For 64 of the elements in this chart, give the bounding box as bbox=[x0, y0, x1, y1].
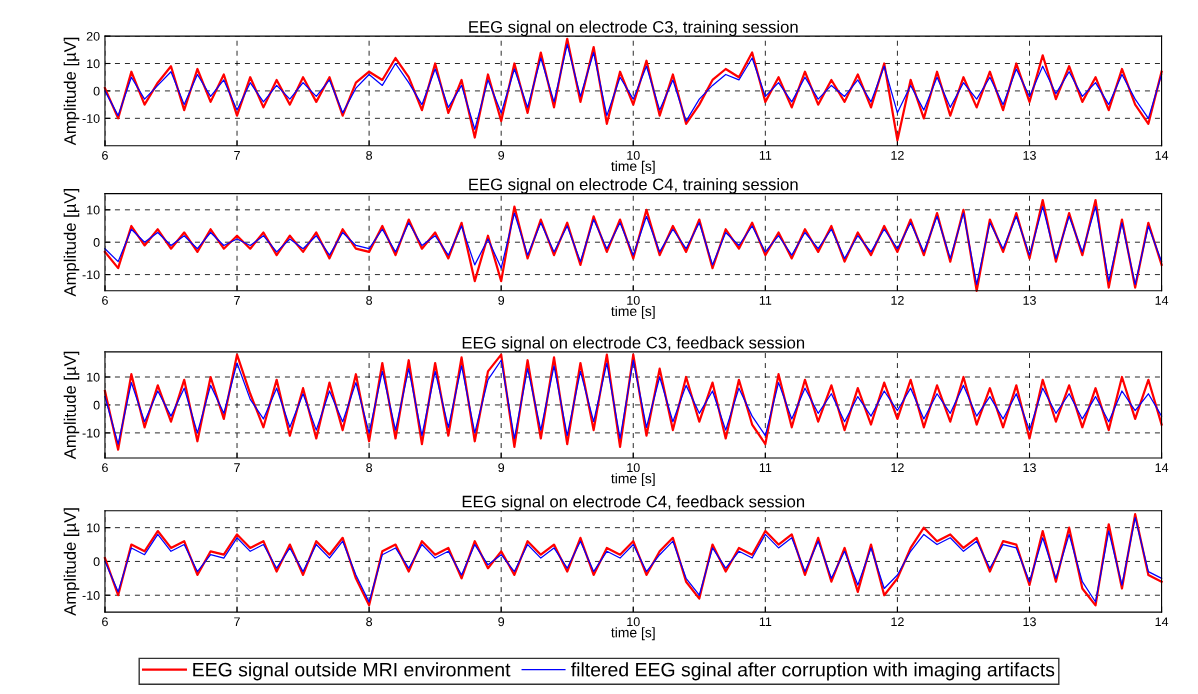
y-tick-label: 0 bbox=[93, 400, 100, 410]
x-tick-label: 11 bbox=[759, 296, 772, 305]
x-tick-label: 10 bbox=[627, 617, 640, 627]
x-tick-label: 8 bbox=[366, 463, 373, 473]
x-tick-label: 11 bbox=[759, 463, 772, 472]
x-tick-label: 12 bbox=[891, 150, 904, 160]
y-tick-label: 10 bbox=[87, 523, 100, 533]
x-axis-title: time [s] bbox=[611, 160, 655, 174]
x-tick-label: 8 bbox=[366, 617, 373, 627]
x-tick-label: 12 bbox=[891, 295, 904, 305]
x-tick-label: 12 bbox=[891, 617, 904, 627]
x-tick-label: 13 bbox=[1023, 617, 1036, 627]
x-tick-label: 9 bbox=[498, 617, 505, 627]
x-tick-label: 7 bbox=[234, 151, 240, 160]
x-tick-label: 13 bbox=[1023, 295, 1036, 305]
legend-label: EEG signal outside MRI environment bbox=[193, 662, 511, 681]
y-axis-title: Amplitude [µV] bbox=[63, 351, 80, 460]
y-tick-label: 0 bbox=[93, 238, 100, 247]
x-tick-label: 6 bbox=[102, 150, 108, 160]
line-series bbox=[104, 43, 1163, 130]
y-tick-label: 0 bbox=[93, 86, 100, 96]
x-tick-label: 14 bbox=[1155, 296, 1169, 305]
x-tick-label: 11 bbox=[759, 617, 772, 627]
x-tick-label: 14 bbox=[1155, 463, 1169, 472]
x-axis-title: time [s] bbox=[611, 473, 655, 487]
chart-title: EEG signal on electrode C4, feedback session bbox=[462, 495, 805, 511]
x-tick-label: 8 bbox=[366, 150, 373, 160]
x-tick-label: 6 bbox=[102, 295, 108, 305]
x-tick-label: 14 bbox=[1155, 617, 1169, 627]
chart-title: EEG signal on electrode C4, training session bbox=[469, 178, 798, 194]
x-tick-label: 7 bbox=[234, 296, 240, 305]
y-tick-label: -10 bbox=[82, 114, 100, 123]
y-axis-title: Amplitude [µV] bbox=[63, 189, 80, 297]
y-tick-label: 20 bbox=[86, 31, 100, 41]
x-tick-label: 6 bbox=[102, 463, 108, 473]
x-axis-title: time [s] bbox=[611, 305, 655, 319]
y-tick-label: 10 bbox=[87, 59, 100, 69]
x-tick-label: 10 bbox=[627, 150, 640, 160]
x-tick-label: 13 bbox=[1023, 150, 1036, 160]
chart-title: EEG signal on electrode C3, feedback session bbox=[462, 336, 805, 352]
x-tick-label: 14 bbox=[1155, 151, 1169, 160]
legend-label: filtered EEG sginal after corruption with imaging artifacts bbox=[571, 662, 1055, 681]
y-tick-label: 0 bbox=[93, 557, 100, 567]
y-tick-label: -10 bbox=[82, 591, 100, 600]
y-tick-label: -10 bbox=[82, 270, 100, 280]
x-tick-label: 8 bbox=[366, 295, 373, 305]
y-tick-label: -10 bbox=[82, 428, 100, 438]
x-tick-label: 9 bbox=[498, 463, 505, 473]
x-tick-label: 11 bbox=[759, 151, 772, 160]
x-tick-label: 13 bbox=[1023, 463, 1036, 473]
y-axis-title: Amplitude [µV] bbox=[63, 508, 80, 616]
y-tick-label: 10 bbox=[87, 372, 100, 382]
x-tick-label: 10 bbox=[627, 295, 640, 305]
x-tick-label: 10 bbox=[627, 463, 640, 473]
chart-title: EEG signal on electrode C3, training session bbox=[469, 20, 798, 37]
y-axis-title: Amplitude [µV] bbox=[63, 37, 80, 146]
x-tick-label: 12 bbox=[891, 463, 904, 472]
x-tick-label: 6 bbox=[102, 617, 108, 627]
x-axis-title: time [s] bbox=[611, 627, 655, 641]
x-tick-label: 7 bbox=[234, 617, 240, 627]
x-tick-label: 7 bbox=[234, 463, 240, 472]
y-tick-label: 10 bbox=[87, 205, 100, 215]
x-tick-label: 9 bbox=[498, 150, 505, 160]
x-tick-label: 9 bbox=[498, 295, 505, 305]
